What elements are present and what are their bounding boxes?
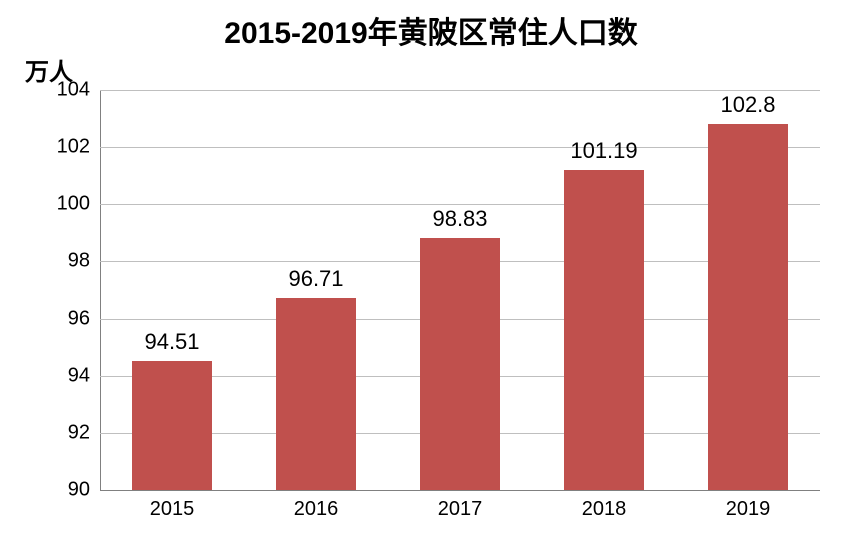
plot-area: 909294969810010210494.51201596.71201698.… [100, 90, 820, 490]
y-tick-label: 104 [57, 79, 100, 102]
bar-chart: 2015-2019年黄陂区常住人口数 万人 909294969810010210… [0, 0, 862, 540]
bar-value-label: 102.8 [720, 92, 775, 124]
y-tick-label: 102 [57, 136, 100, 159]
bar-value-label: 101.19 [570, 138, 637, 170]
y-tick-label: 96 [68, 307, 100, 330]
bar [132, 361, 211, 490]
x-tick-label: 2017 [438, 490, 483, 521]
bar [564, 170, 643, 490]
x-tick-label: 2018 [582, 490, 627, 521]
x-tick-label: 2016 [294, 490, 339, 521]
y-axis-line [100, 90, 101, 490]
x-tick-label: 2019 [726, 490, 771, 521]
y-tick-label: 98 [68, 250, 100, 273]
bar [708, 124, 787, 490]
y-tick-label: 100 [57, 193, 100, 216]
bar-value-label: 94.51 [144, 329, 199, 361]
bar-value-label: 98.83 [432, 206, 487, 238]
x-tick-label: 2015 [150, 490, 195, 521]
bar-value-label: 96.71 [288, 266, 343, 298]
y-tick-label: 92 [68, 421, 100, 444]
y-tick-label: 90 [68, 479, 100, 502]
gridline [100, 90, 820, 91]
chart-title: 2015-2019年黄陂区常住人口数 [0, 8, 862, 52]
y-tick-label: 94 [68, 364, 100, 387]
bar [420, 238, 499, 490]
bar [276, 298, 355, 490]
